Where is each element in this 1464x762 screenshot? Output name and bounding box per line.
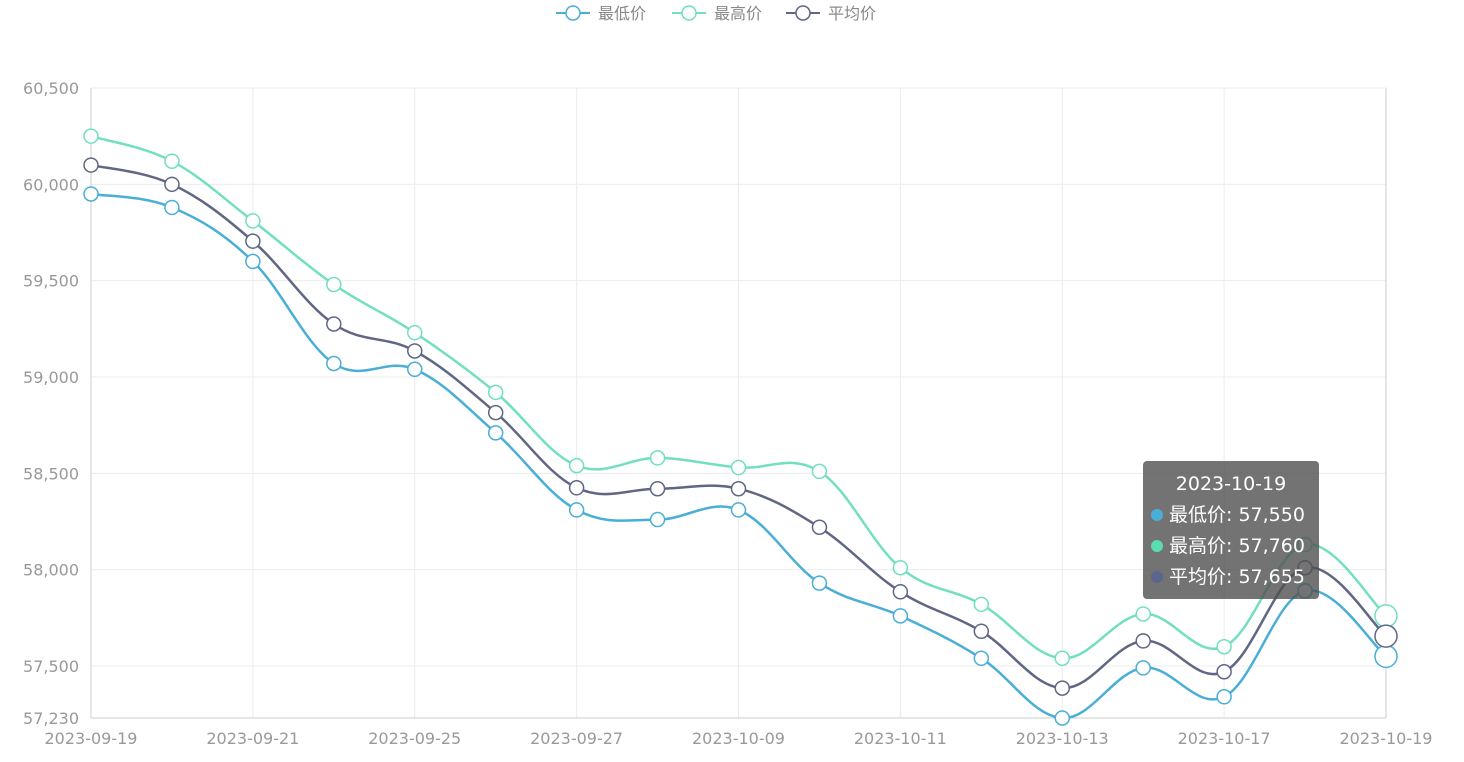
data-point[interactable] — [487, 384, 504, 401]
data-point[interactable] — [892, 584, 909, 600]
data-point[interactable] — [83, 186, 99, 202]
data-point[interactable] — [730, 459, 747, 476]
data-point[interactable] — [326, 316, 342, 332]
legend-marker — [795, 5, 811, 21]
data-point[interactable] — [245, 213, 261, 229]
x-tick-label: 2023-09-27 — [530, 729, 623, 748]
legend-label: 平均价 — [828, 4, 876, 23]
series-low — [83, 186, 1398, 726]
legend-item[interactable]: 平均价 — [786, 4, 876, 23]
legend-item[interactable]: 最低价 — [556, 4, 646, 23]
data-point[interactable] — [811, 519, 828, 536]
data-point[interactable] — [1135, 606, 1151, 622]
y-tick-label: 59,000 — [23, 368, 79, 387]
data-point[interactable] — [568, 502, 585, 518]
data-point[interactable] — [892, 559, 909, 576]
y-tick-label: 58,500 — [23, 464, 79, 483]
y-tick-label: 59,500 — [23, 272, 79, 291]
series-line — [90, 134, 1387, 660]
data-point[interactable] — [649, 480, 666, 497]
chart-series — [83, 128, 1398, 726]
y-tick-label: 58,000 — [23, 561, 79, 580]
data-point[interactable] — [487, 425, 504, 441]
y-tick-label: 57,500 — [23, 657, 79, 676]
data-point[interactable] — [1135, 660, 1151, 676]
data-point[interactable] — [1216, 689, 1232, 705]
data-point[interactable] — [164, 199, 180, 216]
legend-label: 最高价 — [714, 4, 762, 23]
chart-legend[interactable]: 最低价 最高价 平均价 — [556, 4, 876, 23]
data-point[interactable] — [730, 480, 747, 497]
data-point[interactable] — [1374, 644, 1398, 669]
data-point[interactable] — [1054, 710, 1070, 726]
data-point[interactable] — [1054, 650, 1070, 667]
data-point[interactable] — [568, 480, 585, 496]
x-axis-labels: 2023-09-19 2023-09-21 2023-09-25 2023-09-27… — [45, 729, 1433, 748]
data-point[interactable] — [892, 608, 909, 624]
tooltip-row-high: 最高价: 57,760 — [1151, 531, 1311, 562]
data-point[interactable] — [973, 650, 990, 667]
tooltip-marker-avg — [1151, 571, 1163, 583]
legend-item[interactable]: 最高价 — [672, 4, 762, 23]
data-point[interactable] — [326, 276, 342, 293]
data-point[interactable] — [245, 253, 261, 270]
data-point[interactable] — [1216, 664, 1232, 680]
x-tick-label: 2023-09-21 — [206, 729, 299, 748]
chart-grid — [91, 87, 1387, 718]
x-tick-label: 2023-10-17 — [1178, 729, 1271, 748]
tooltip-marker-high — [1151, 540, 1163, 552]
data-point[interactable] — [973, 623, 990, 640]
tooltip-marker-low — [1151, 509, 1163, 521]
x-tick-label: 2023-10-19 — [1340, 729, 1433, 748]
y-axis-labels: 60,500 60,000 59,500 59,000 58,500 58,000 57,5… — [23, 79, 79, 728]
legend-label: 最低价 — [598, 4, 646, 23]
x-tick-label: 2023-10-13 — [1016, 729, 1109, 748]
x-tick-label: 2023-09-25 — [368, 729, 461, 748]
legend-marker — [565, 5, 581, 21]
y-tick-label: 60,000 — [23, 175, 79, 194]
series-avg — [83, 157, 1398, 696]
chart-tooltip: 2023-10-19 最低价: 57,550 最高价: 57,760 平均价: … — [1143, 461, 1319, 599]
tooltip-value-low: 最低价: 57,550 — [1169, 504, 1305, 526]
data-point[interactable] — [407, 343, 423, 359]
data-point[interactable] — [83, 128, 99, 144]
data-point[interactable] — [811, 575, 828, 591]
x-tick-label: 2023-10-09 — [692, 729, 785, 748]
y-tick-label: 60,500 — [23, 79, 79, 98]
data-point[interactable] — [649, 450, 666, 466]
data-point[interactable] — [83, 157, 99, 173]
data-point[interactable] — [407, 361, 423, 378]
x-tick-label: 2023-10-11 — [854, 729, 947, 748]
tooltip-value-high: 最高价: 57,760 — [1169, 535, 1305, 557]
data-point[interactable] — [487, 404, 504, 421]
data-point[interactable] — [730, 502, 747, 518]
legend-marker — [681, 5, 697, 21]
data-point[interactable] — [326, 355, 342, 372]
data-point[interactable] — [1135, 633, 1151, 649]
data-point[interactable] — [1216, 638, 1232, 655]
data-point[interactable] — [1374, 624, 1398, 648]
data-point[interactable] — [1374, 604, 1398, 628]
data-point[interactable] — [973, 596, 990, 613]
data-point[interactable] — [164, 176, 180, 193]
data-point[interactable] — [245, 233, 261, 249]
tooltip-value-avg: 平均价: 57,655 — [1169, 566, 1305, 588]
y-tick-label: 57,230 — [23, 709, 79, 728]
data-point[interactable] — [811, 463, 828, 480]
x-tick-label: 2023-09-19 — [45, 729, 138, 748]
series-line — [90, 163, 1387, 690]
data-point[interactable] — [649, 511, 666, 528]
data-point[interactable] — [164, 153, 180, 169]
data-point[interactable] — [1054, 680, 1070, 696]
tooltip-row-low: 最低价: 57,550 — [1151, 500, 1311, 531]
tooltip-row-avg: 平均价: 57,655 — [1151, 562, 1311, 593]
tooltip-title: 2023-10-19 — [1175, 473, 1287, 495]
data-point[interactable] — [568, 457, 585, 474]
data-point[interactable] — [407, 324, 423, 341]
